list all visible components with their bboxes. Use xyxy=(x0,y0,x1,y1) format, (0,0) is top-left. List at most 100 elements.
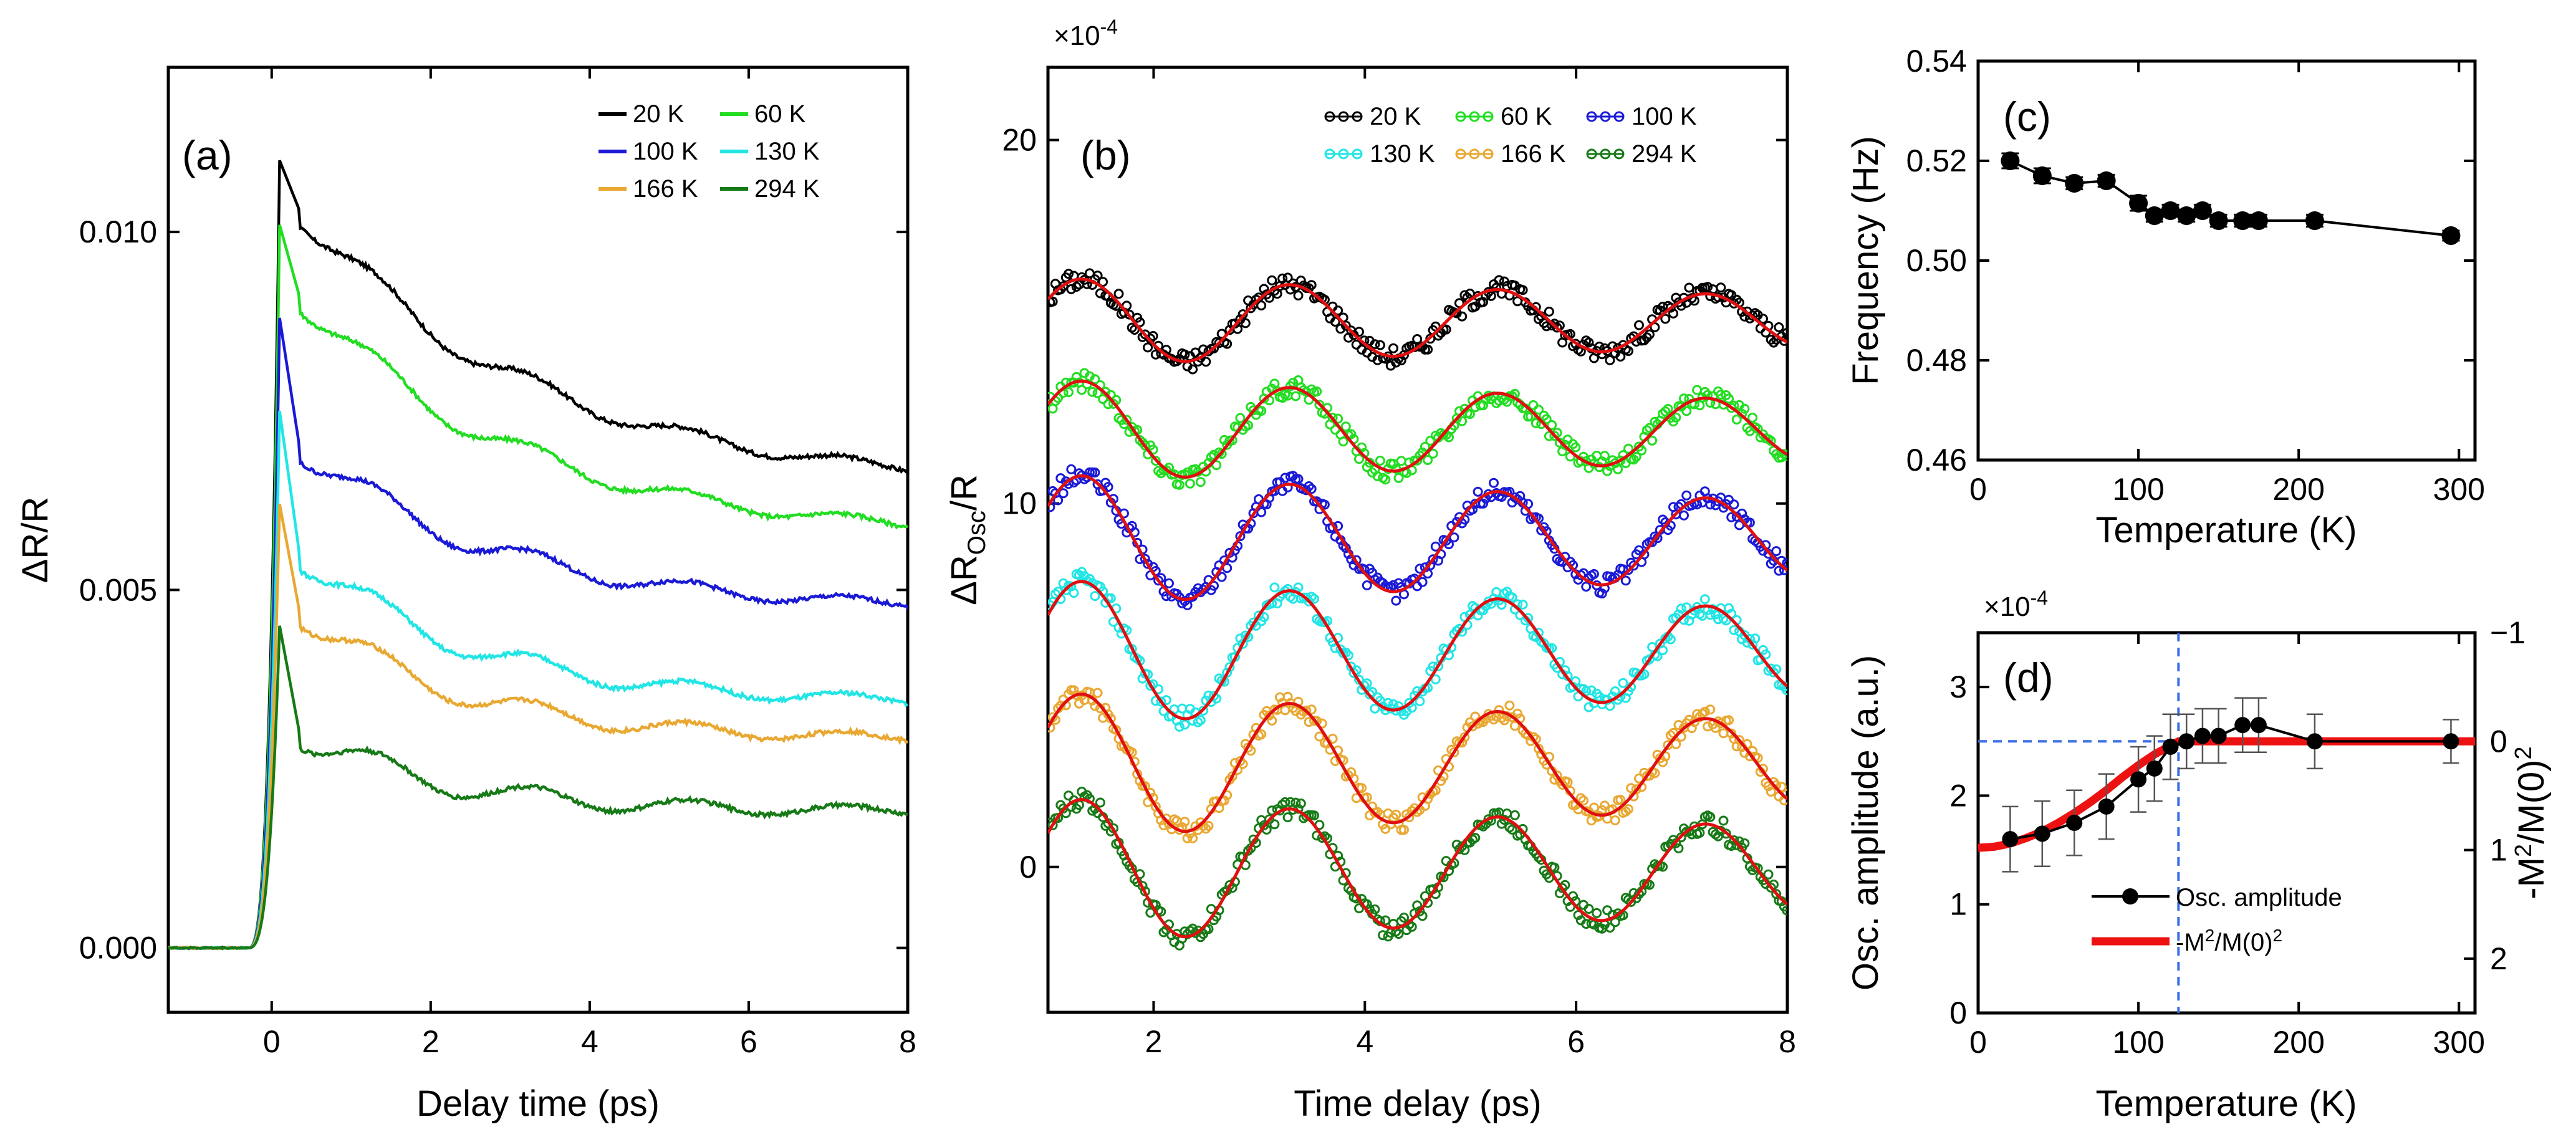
b-data-point xyxy=(1380,474,1391,485)
b-data-point xyxy=(1216,572,1227,582)
d-legend-fit-mid: /M(0) xyxy=(2214,929,2272,956)
b-data-point xyxy=(1610,686,1620,696)
b-legend-marker xyxy=(1455,111,1466,122)
c-xtick-label: 100 xyxy=(2112,472,2164,507)
b-data-point xyxy=(1264,814,1274,825)
b-data-point xyxy=(1726,841,1737,851)
b-legend-marker xyxy=(1455,148,1466,160)
b-data-point xyxy=(1634,320,1644,330)
b-data-point xyxy=(1676,832,1686,843)
b-data-point xyxy=(1372,471,1383,481)
b-legend-marker xyxy=(1586,111,1597,122)
b-data-point xyxy=(1428,554,1438,565)
c-data-point xyxy=(2441,226,2461,245)
b-data-point xyxy=(1156,696,1166,707)
b-data-point xyxy=(1602,466,1613,476)
b-data-point xyxy=(1161,695,1171,706)
b-data-point xyxy=(1726,512,1737,522)
b-data-point xyxy=(1489,477,1499,488)
b-data-point xyxy=(1631,451,1641,462)
b-data-point xyxy=(1235,413,1246,423)
d-ytick-label: 3 xyxy=(1949,669,1967,704)
b-legend-marker xyxy=(1483,111,1494,122)
b-legend-label: 294 K xyxy=(1632,140,1697,168)
b-data-point xyxy=(1066,284,1077,294)
a-ytick-label: 0.010 xyxy=(79,214,157,249)
panel-b-ylabel-sub: Osc xyxy=(963,511,991,555)
panel-d-ylabel-right-sup1: 2 xyxy=(2511,844,2537,857)
b-data-point xyxy=(1673,843,1684,853)
d-data-point xyxy=(2162,739,2179,755)
b-legend-marker xyxy=(1352,148,1363,160)
panel-b: 2 4 6 8 0 10 20 (b) ×10-4 Time delay (ps) ΔRO… xyxy=(944,16,1796,1124)
b-data-point xyxy=(1330,317,1340,327)
d-fit-curve xyxy=(1978,737,2475,852)
b-ytick-label: 0 xyxy=(1019,850,1037,885)
b-data-point xyxy=(1396,456,1406,466)
b-data-point xyxy=(1430,541,1441,552)
b-data-point xyxy=(1150,456,1161,466)
b-data-point xyxy=(1423,344,1433,355)
b-data-point xyxy=(1731,415,1742,425)
b-data-point xyxy=(1507,824,1517,835)
panel-c-xlabel: Temperature (K) xyxy=(2095,510,2357,550)
b-legend-marker xyxy=(1469,148,1480,160)
b-data-point xyxy=(1650,768,1660,779)
b-data-point xyxy=(1388,343,1398,353)
panel-d-ylabel-right-mid: /M(0) xyxy=(2511,760,2552,844)
b-series-5 xyxy=(1048,787,1787,951)
b-data-point xyxy=(1459,732,1470,742)
b-data-point xyxy=(1752,424,1763,434)
b-data-point xyxy=(1420,441,1430,452)
b-data-point xyxy=(1699,594,1710,605)
a-xtick-label: 6 xyxy=(740,1024,757,1059)
a-legend-label: 100 K xyxy=(633,138,698,165)
b-data-point xyxy=(1581,582,1592,592)
a-legend-label: 130 K xyxy=(754,138,820,165)
b-data-point xyxy=(1362,580,1372,590)
b-data-point xyxy=(1573,910,1584,920)
b-data-point xyxy=(1103,399,1113,410)
b-data-point xyxy=(1092,688,1103,698)
b-data-point xyxy=(1314,731,1325,742)
b-data-point xyxy=(1470,833,1481,843)
b-legend-marker xyxy=(1600,148,1611,160)
b-data-point xyxy=(1293,290,1304,300)
d-data-point xyxy=(2250,717,2267,734)
b-data-point xyxy=(1592,908,1602,918)
b-data-point xyxy=(1304,481,1314,491)
panel-d-ylabel-right: -M2/M(0)2 xyxy=(2511,746,2552,899)
a-ytick-label: 0.000 xyxy=(79,931,157,966)
b-legend-label: 100 K xyxy=(1632,103,1697,130)
b-data-point xyxy=(1180,349,1190,360)
b-series-2 xyxy=(1048,464,1787,610)
panel-a-xlabel: Delay time (ps) xyxy=(416,1083,660,1124)
b-data-point xyxy=(1644,423,1655,433)
b-data-point xyxy=(1256,406,1267,416)
b-data-point xyxy=(1259,284,1269,294)
b-data-point xyxy=(1620,575,1631,586)
b-data-point xyxy=(1644,329,1655,340)
b-data-point xyxy=(1605,923,1615,933)
b-data-point xyxy=(1565,901,1575,912)
b-data-point xyxy=(1195,477,1206,487)
b-legend-marker xyxy=(1600,111,1611,122)
b-data-point xyxy=(1613,464,1623,474)
b-data-point xyxy=(1064,387,1074,398)
b-data-point xyxy=(1478,400,1488,411)
b-data-point xyxy=(1599,451,1610,461)
b-data-point xyxy=(1064,269,1074,279)
b-data-point xyxy=(1441,324,1451,335)
b-data-point xyxy=(1517,285,1528,295)
b-data-point xyxy=(1111,724,1122,735)
b-data-point xyxy=(1665,634,1676,645)
b-data-point xyxy=(1375,456,1385,466)
b-data-point xyxy=(1547,420,1557,430)
b-data-point xyxy=(1739,838,1750,848)
b-data-point xyxy=(1391,809,1401,820)
b-data-point xyxy=(1699,706,1710,717)
b-data-point xyxy=(1306,484,1317,494)
b-data-point xyxy=(1626,783,1636,794)
d-legend-amp-label: Osc. amplitude xyxy=(2176,884,2342,911)
